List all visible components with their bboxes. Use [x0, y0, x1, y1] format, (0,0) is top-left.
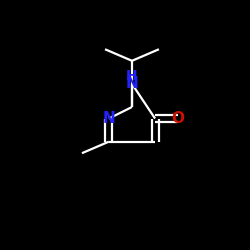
Text: N: N [102, 111, 115, 126]
Text: N: N [126, 76, 138, 92]
Text: O: O [172, 111, 185, 126]
Text: H: H [126, 69, 138, 83]
